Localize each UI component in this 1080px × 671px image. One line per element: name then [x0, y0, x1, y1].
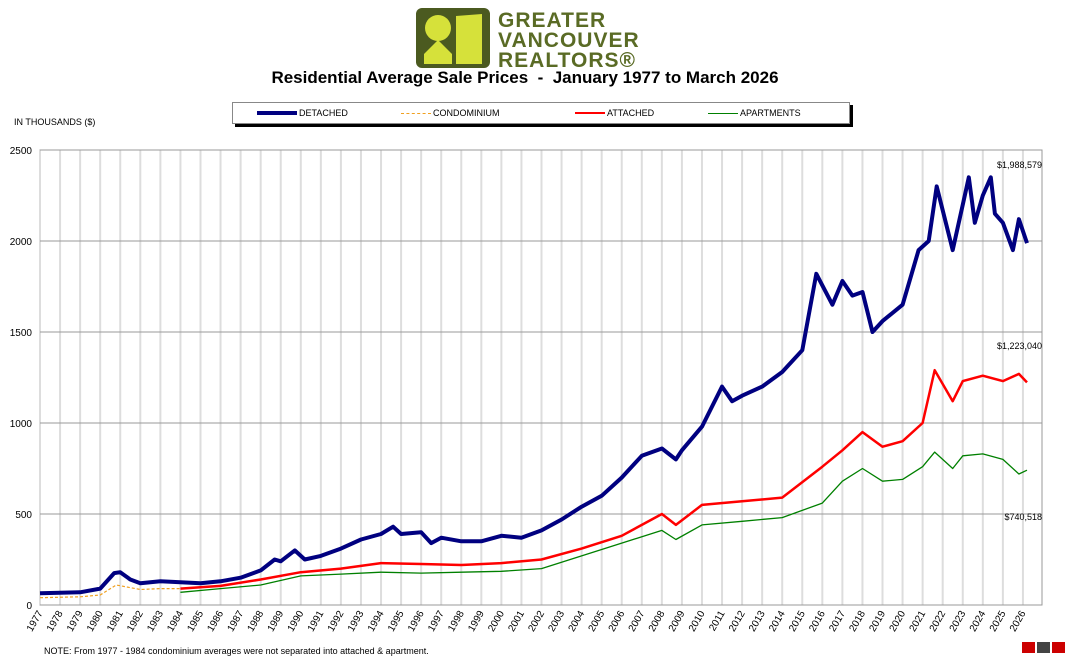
x-tick-label: 1999: [466, 609, 487, 634]
legend-label: CONDOMINIUM: [433, 108, 500, 118]
y-axis-label: IN THOUSANDS ($): [14, 117, 96, 127]
y-tick-label: 1500: [10, 328, 33, 339]
x-tick-label: 1993: [346, 609, 367, 634]
x-tick-label: 1995: [386, 609, 407, 634]
x-tick-label: 1983: [145, 609, 166, 634]
legend-attached: ATTACHED: [575, 108, 654, 118]
x-tick-label: 1989: [266, 609, 287, 634]
x-tick-label: 2001: [506, 609, 527, 634]
x-tick-label: 2025: [988, 609, 1009, 634]
logo-text-3: REALTORS®: [498, 49, 637, 72]
footnote: NOTE: From 1977 - 1984 condominium avera…: [44, 646, 429, 656]
y-tick-label: 500: [15, 510, 32, 521]
legend-swatch: [708, 112, 738, 114]
legend-label: ATTACHED: [607, 108, 655, 118]
x-tick-label: 2008: [647, 609, 668, 634]
series-line-attached: [180, 368, 1028, 590]
x-tick-label: 1980: [85, 609, 106, 634]
x-tick-label: 2020: [888, 609, 909, 634]
legend-swatch: [257, 111, 297, 115]
mls-logo-icon: [1020, 640, 1070, 660]
x-tick-label: 1988: [246, 609, 267, 634]
x-tick-label: 2012: [727, 609, 748, 634]
series-line-condominium: [39, 584, 181, 599]
x-tick-label: 1990: [286, 609, 307, 634]
x-tick-label: 1991: [306, 609, 327, 634]
x-tick-label: 2010: [687, 609, 708, 634]
x-tick-label: 2022: [928, 609, 949, 634]
x-tick-label: 1984: [165, 609, 186, 634]
x-tick-label: 2009: [667, 609, 688, 634]
x-tick-label: 2021: [908, 609, 929, 634]
logo-text-1: GREATER: [498, 9, 607, 32]
x-tick-label: 2015: [787, 609, 808, 634]
series-line-apartments: [180, 451, 1028, 593]
x-tick-label: 2002: [526, 609, 547, 634]
legend-label: APARTMENTS: [740, 108, 801, 118]
end-value-label: $1,223,040: [997, 341, 1042, 351]
legend-swatch: [575, 112, 605, 114]
x-tick-label: 1992: [326, 609, 347, 634]
x-tick-label: 2017: [827, 609, 848, 634]
logo-text-2: VANCOUVER: [498, 29, 640, 52]
x-tick-label: 1982: [125, 609, 146, 634]
x-tick-label: 1977: [25, 609, 46, 634]
x-tick-label: 1998: [446, 609, 467, 634]
series-line-detached: [39, 175, 1029, 596]
x-tick-label: 1997: [426, 609, 447, 634]
x-tick-label: 2007: [627, 609, 648, 634]
x-tick-label: 2011: [707, 609, 727, 634]
realtors-logo-icon: [416, 8, 490, 68]
y-tick-label: 0: [26, 601, 32, 612]
x-tick-label: 2026: [1008, 609, 1029, 634]
y-tick-label: 2000: [10, 237, 33, 248]
x-tick-label: 1994: [366, 609, 387, 634]
x-tick-label: 2023: [948, 609, 969, 634]
x-tick-label: 1981: [105, 609, 126, 634]
x-tick-label: 2004: [567, 609, 588, 634]
y-tick-label: 2500: [10, 146, 33, 157]
x-tick-label: 2024: [968, 609, 989, 634]
x-tick-label: 2003: [547, 609, 568, 634]
chart-title: Residential Average Sale Prices - Januar…: [271, 68, 779, 87]
legend: DETACHED CONDOMINIUM ATTACHED APARTMENTS: [232, 102, 850, 124]
legend-condominium: CONDOMINIUM: [401, 108, 500, 118]
x-tick-label: 2019: [867, 609, 888, 634]
y-tick-label: 1000: [10, 419, 33, 430]
x-tick-label: 2013: [747, 609, 768, 634]
legend-apartments: APARTMENTS: [708, 108, 801, 118]
x-tick-label: 2016: [807, 609, 828, 634]
end-value-label: $1,988,579: [997, 160, 1042, 170]
x-tick-label: 1987: [226, 609, 247, 634]
x-tick-label: 1978: [45, 609, 66, 634]
x-tick-label: 1996: [406, 609, 427, 634]
legend-swatch: [401, 112, 431, 114]
x-tick-label: 2005: [587, 609, 608, 634]
legend-label: DETACHED: [299, 108, 348, 118]
legend-detached: DETACHED: [257, 108, 348, 118]
x-tick-label: 2006: [607, 609, 628, 634]
x-tick-label: 2018: [847, 609, 868, 634]
end-value-label: $740,518: [1004, 512, 1042, 522]
x-tick-label: 1985: [185, 609, 206, 634]
x-tick-label: 1979: [65, 609, 86, 634]
x-tick-label: 2014: [767, 609, 788, 634]
x-tick-label: 1986: [205, 609, 226, 634]
x-tick-label: 2000: [486, 609, 507, 634]
